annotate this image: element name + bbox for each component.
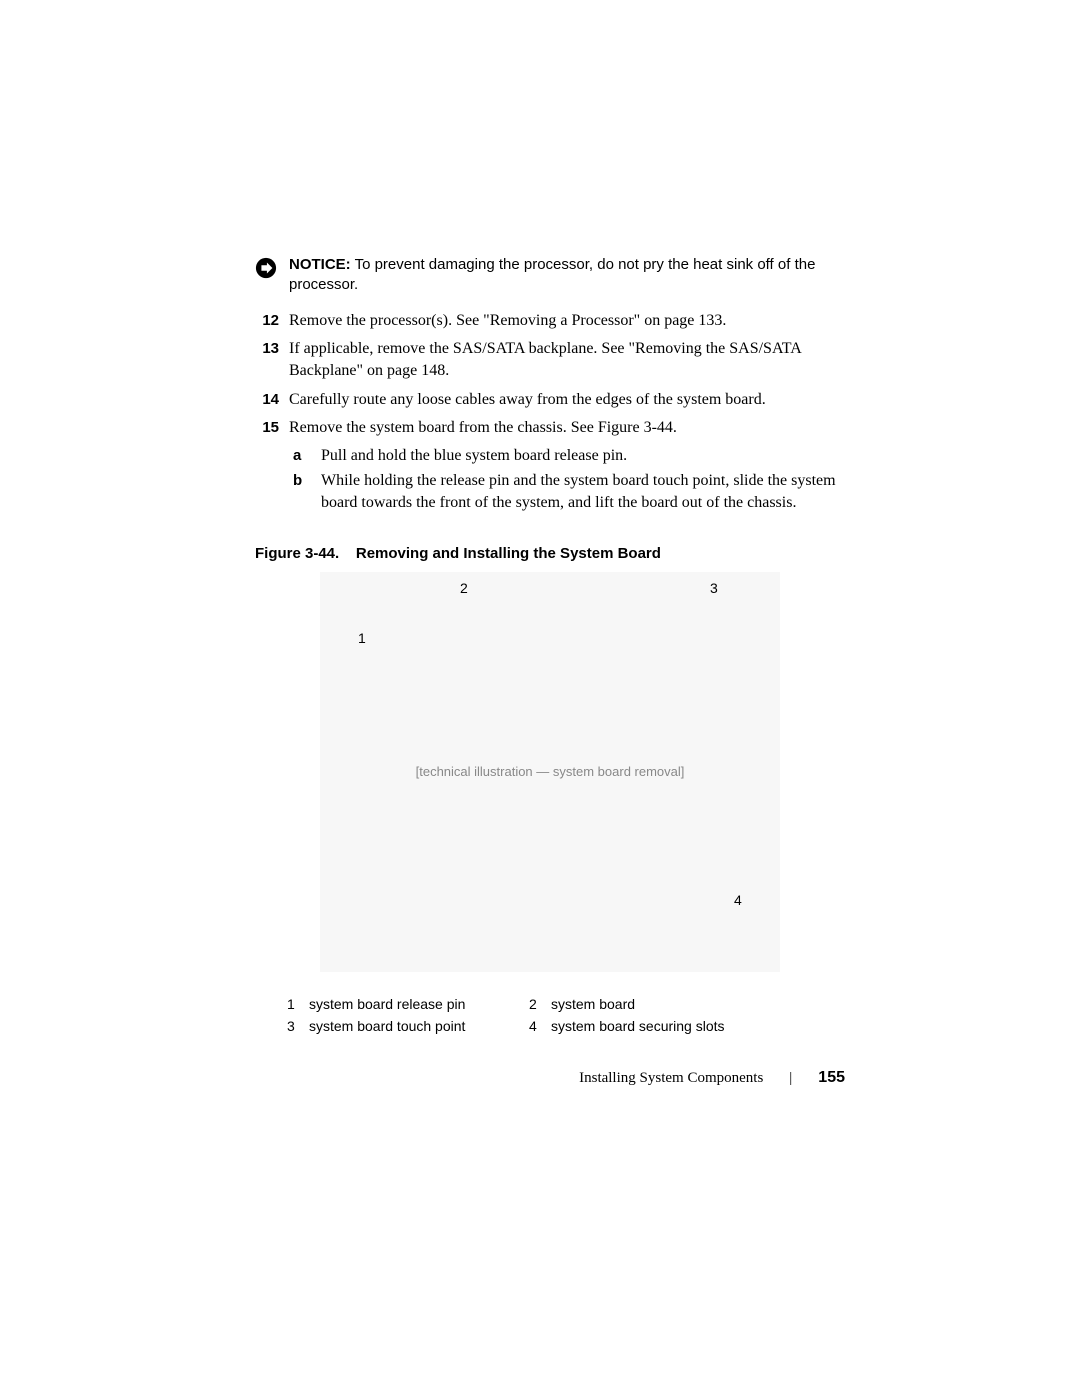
legend-num: 4 (529, 1018, 551, 1034)
footer-page-number: 155 (818, 1069, 845, 1087)
step-15: 15 Remove the system board from the chas… (255, 417, 845, 439)
legend-label: system board touch point (309, 1018, 529, 1034)
step-12: 12 Remove the processor(s). See "Removin… (255, 310, 845, 332)
step-number: 12 (255, 310, 289, 332)
legend-num: 1 (287, 996, 309, 1012)
substep-b: b While holding the release pin and the … (293, 470, 845, 515)
footer-separator: | (789, 1070, 792, 1087)
step-13: 13 If applicable, remove the SAS/SATA ba… (255, 338, 845, 383)
step-14: 14 Carefully route any loose cables away… (255, 389, 845, 411)
page-footer: Installing System Components | 155 (579, 1069, 845, 1087)
figure-placeholder-text: [technical illustration — system board r… (416, 764, 685, 779)
substep-letter: b (293, 470, 321, 515)
notice-label: NOTICE: (289, 256, 351, 273)
callout-1: 1 (358, 630, 366, 646)
substep-body: While holding the release pin and the sy… (321, 470, 845, 515)
legend-label: system board securing slots (551, 1018, 771, 1034)
page: NOTICE: To prevent damaging the processo… (0, 0, 1080, 1397)
notice-block: NOTICE: To prevent damaging the processo… (255, 255, 845, 296)
notice-body: To prevent damaging the processor, do no… (289, 256, 815, 293)
figure-caption-prefix: Figure 3-44. (255, 545, 339, 562)
footer-section: Installing System Components (579, 1070, 763, 1087)
step-body: Remove the system board from the chassis… (289, 417, 845, 439)
step-number: 13 (255, 338, 289, 383)
substep-letter: a (293, 445, 321, 467)
callout-3: 3 (710, 580, 718, 596)
legend-label: system board (551, 996, 771, 1012)
legend-label: system board release pin (309, 996, 529, 1012)
figure-caption: Figure 3-44. Removing and Installing the… (255, 545, 845, 562)
step-number: 14 (255, 389, 289, 411)
figure-illustration: [technical illustration — system board r… (320, 572, 780, 972)
legend-num: 3 (287, 1018, 309, 1034)
notice-text: NOTICE: To prevent damaging the processo… (289, 255, 845, 296)
step-body: If applicable, remove the SAS/SATA backp… (289, 338, 845, 383)
step-number: 15 (255, 417, 289, 439)
step-body: Carefully route any loose cables away fr… (289, 389, 845, 411)
legend-num: 2 (529, 996, 551, 1012)
notice-icon-wrap (255, 257, 283, 284)
callout-4: 4 (734, 892, 742, 908)
substep-body: Pull and hold the blue system board rele… (321, 445, 845, 467)
figure-caption-title: Removing and Installing the System Board (356, 545, 661, 562)
step-body: Remove the processor(s). See "Removing a… (289, 310, 845, 332)
notice-arrow-icon (255, 257, 277, 279)
callout-2: 2 (460, 580, 468, 596)
substep-a: a Pull and hold the blue system board re… (293, 445, 845, 467)
figure-legend: 1 system board release pin 2 system boar… (287, 996, 845, 1034)
